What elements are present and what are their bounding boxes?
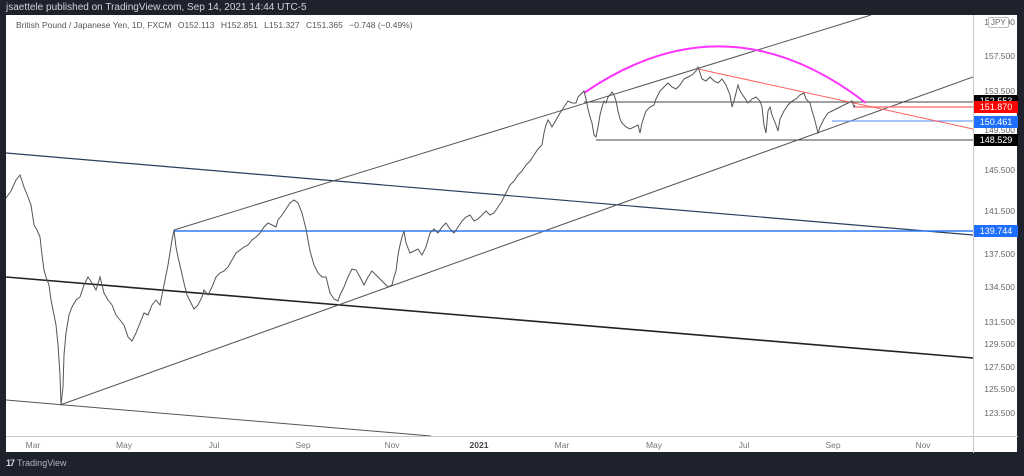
x-tick: Mar bbox=[25, 440, 41, 450]
footer: 17 TradingView bbox=[6, 458, 67, 468]
y-tick: 127.500 bbox=[984, 362, 1015, 372]
x-tick: Nov bbox=[384, 440, 400, 450]
ohlc-high: H152.851 bbox=[220, 20, 258, 30]
price-label-current[interactable]: 151.870 bbox=[974, 101, 1018, 113]
y-tick: 137.500 bbox=[984, 249, 1015, 259]
chart-frame[interactable]: British Pound / Japanese Yen, 1D, FXCM O… bbox=[6, 15, 1018, 453]
symbol-legend: British Pound / Japanese Yen, 1D, FXCM O… bbox=[16, 20, 417, 30]
y-tick: 149.500 bbox=[984, 125, 1015, 135]
x-tick: Jul bbox=[208, 440, 220, 450]
y-tick: 125.500 bbox=[984, 384, 1015, 394]
trendline-black[interactable] bbox=[6, 276, 973, 359]
trendline-dark-blue[interactable] bbox=[6, 152, 973, 236]
x-tick: Sep bbox=[295, 440, 311, 450]
price-plot[interactable] bbox=[6, 15, 973, 436]
y-tick: 134.500 bbox=[984, 282, 1015, 292]
y-tick: 141.500 bbox=[984, 206, 1015, 216]
y-tick: 129.500 bbox=[984, 339, 1015, 349]
symbol-title: British Pound / Japanese Yen, 1D, FXCM bbox=[16, 20, 172, 30]
x-tick: Sep bbox=[825, 440, 841, 450]
price-label-150-461[interactable]: 150.461 bbox=[974, 116, 1018, 128]
x-tick: Mar bbox=[554, 440, 570, 450]
x-tick: Jul bbox=[738, 440, 750, 450]
tradingview-logo-icon: 17 bbox=[6, 458, 15, 468]
trendline-lower[interactable] bbox=[6, 399, 432, 436]
y-tick: 153.500 bbox=[984, 86, 1015, 96]
price-label-148-529[interactable]: 148.529 bbox=[974, 134, 1018, 146]
price-bars bbox=[6, 65, 856, 406]
trendline-red[interactable] bbox=[697, 68, 973, 130]
y-tick: 123.500 bbox=[984, 408, 1015, 418]
ohlc-close: C151.365 bbox=[306, 20, 343, 30]
publisher-bar: jsaettele published on TradingView.com, … bbox=[6, 2, 307, 13]
x-tick: May bbox=[645, 440, 663, 450]
ohlc-open: O152.113 bbox=[177, 20, 215, 30]
currency-badge[interactable]: JPY bbox=[988, 17, 1009, 28]
x-tick: May bbox=[115, 440, 133, 450]
footer-brand: TradingView bbox=[17, 458, 67, 468]
price-axis[interactable]: JPY 160.000 157.500 153.500 149.500 145.… bbox=[973, 15, 1018, 436]
axis-corner bbox=[973, 436, 1018, 453]
rounding-top-arc[interactable] bbox=[583, 45, 867, 104]
price-label-139-744[interactable]: 139.744 bbox=[974, 225, 1018, 237]
y-tick: 131.500 bbox=[984, 317, 1015, 327]
ohlc-change: −0.748 (−0.49%) bbox=[349, 20, 413, 30]
y-tick: 157.500 bbox=[984, 51, 1015, 61]
time-axis[interactable]: Mar May Jul Sep Nov 2021 Mar May Jul Sep… bbox=[6, 436, 973, 453]
channel-lower-line[interactable] bbox=[59, 76, 973, 406]
ohlc-low: L151.327 bbox=[264, 20, 300, 30]
channel-upper-line[interactable] bbox=[173, 15, 872, 231]
y-tick: 145.500 bbox=[984, 165, 1015, 175]
x-tick: Nov bbox=[915, 440, 931, 450]
x-tick-year: 2021 bbox=[469, 440, 489, 450]
